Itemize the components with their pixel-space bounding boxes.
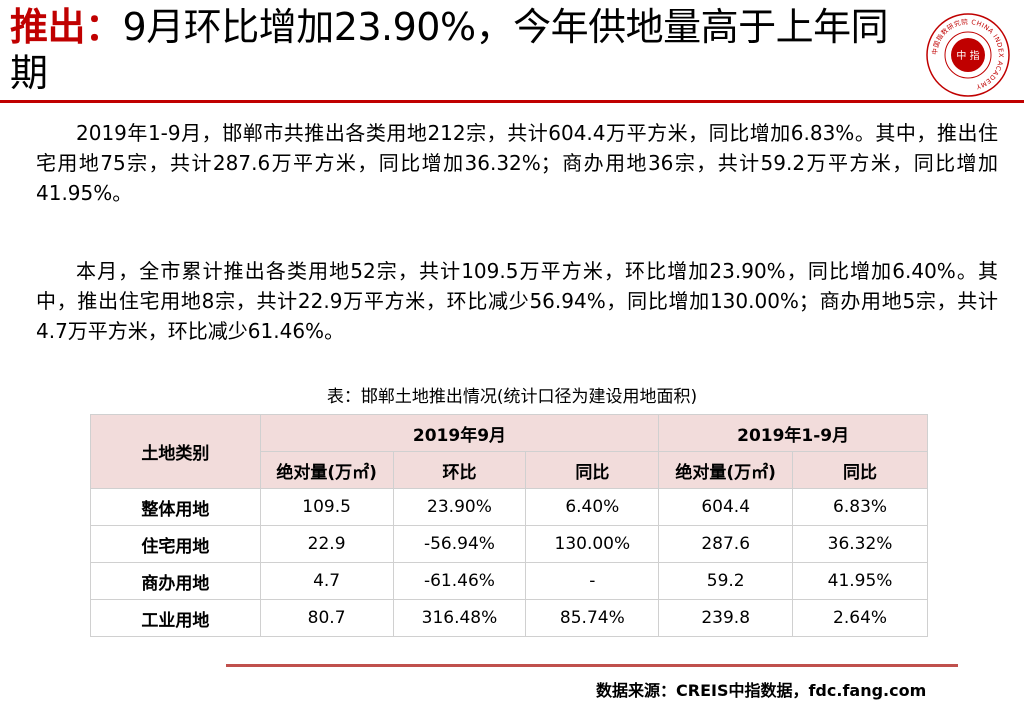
data-source: 数据来源：CREIS中指数据，fdc.fang.com — [596, 681, 927, 700]
table-cell: -61.46% — [392, 562, 527, 600]
table-cell: 6.83% — [792, 488, 928, 526]
subheader-cell: 绝对量(万㎡) — [658, 451, 794, 489]
table-row: 整体用地 109.5 23.90% 6.40% 604.4 6.83% — [90, 488, 928, 526]
subheader-cell: 同比 — [525, 451, 660, 489]
paragraph-month: 本月，全市累计推出各类用地52宗，共计109.5万平方米，环比增加23.90%，… — [36, 259, 998, 343]
row-label: 商办用地 — [90, 562, 261, 600]
table-cell: -56.94% — [392, 525, 527, 563]
table-cell: 41.95% — [792, 562, 928, 600]
table-row: 工业用地 80.7 316.48% 85.74% 239.8 2.64% — [90, 599, 928, 637]
table-row: 住宅用地 22.9 -56.94% 130.00% 287.6 36.32% — [90, 525, 928, 563]
title-prefix: 推出： — [10, 5, 123, 49]
title-divider — [0, 100, 1024, 103]
page-title: 推出：9月环比增加23.90%，今年供地量高于上年同期 — [10, 4, 900, 96]
table-cell: 604.4 — [658, 488, 794, 526]
table-cell: 59.2 — [658, 562, 794, 600]
footer-divider — [226, 664, 958, 667]
table-cell: 4.7 — [259, 562, 394, 600]
table-cell: - — [525, 562, 660, 600]
table-cell: 316.48% — [392, 599, 527, 637]
logo: 中国指数研究院 CHINA INDEX ACADEMY 中 指 — [923, 10, 1013, 100]
logo-center-text: 中 指 — [956, 49, 979, 62]
table-cell: 22.9 — [259, 525, 394, 563]
header-group-sep: 2019年9月 — [259, 414, 660, 452]
table-cell: 23.90% — [392, 488, 527, 526]
table-cell: 6.40% — [525, 488, 660, 526]
table-cell: 239.8 — [658, 599, 794, 637]
header-land-type: 土地类别 — [90, 414, 261, 489]
table-header-row: 土地类别 2019年9月 2019年1-9月 — [90, 414, 928, 489]
header-group-ytd: 2019年1-9月 — [658, 414, 928, 452]
subheader-cell: 环比 — [392, 451, 527, 489]
paragraph-ytd: 2019年1-9月，邯郸市共推出各类用地212宗，共计604.4万平方米，同比增… — [36, 121, 998, 205]
subheader-cell: 同比 — [792, 451, 928, 489]
row-label: 住宅用地 — [90, 525, 261, 563]
row-label: 工业用地 — [90, 599, 261, 637]
table-cell: 287.6 — [658, 525, 794, 563]
table-cell: 80.7 — [259, 599, 394, 637]
table-cell: 36.32% — [792, 525, 928, 563]
table-caption: 表：邯郸土地推出情况(统计口径为建设用地面积) — [326, 387, 698, 407]
table-cell: 109.5 — [259, 488, 394, 526]
table-cell: 130.00% — [525, 525, 660, 563]
title-text: 9月环比增加23.90%，今年供地量高于上年同期 — [10, 5, 889, 95]
row-label: 整体用地 — [90, 488, 261, 526]
subheader-cell: 绝对量(万㎡) — [259, 451, 394, 489]
table-cell: 2.64% — [792, 599, 928, 637]
table-cell: 85.74% — [525, 599, 660, 637]
land-supply-table: 土地类别 2019年9月 2019年1-9月 绝对量(万㎡) 环比 同比 绝对量… — [90, 414, 928, 637]
table-row: 商办用地 4.7 -61.46% - 59.2 41.95% — [90, 562, 928, 600]
table-subheader-row: 绝对量(万㎡) 环比 同比 绝对量(万㎡) 同比 — [91, 451, 928, 489]
china-index-academy-seal-icon: 中国指数研究院 CHINA INDEX ACADEMY 中 指 — [926, 13, 1010, 97]
